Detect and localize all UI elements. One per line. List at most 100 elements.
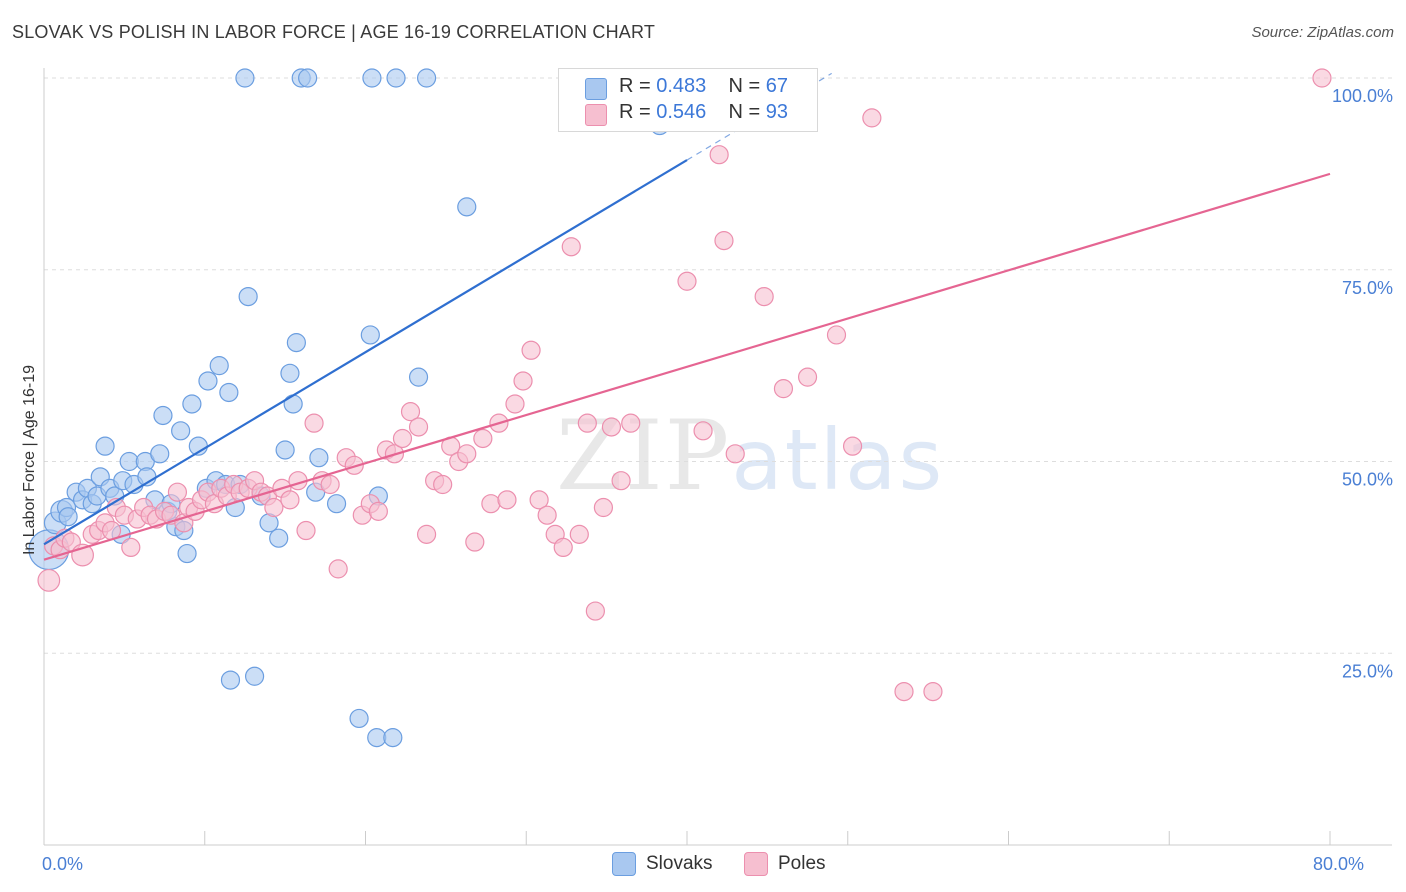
slovak-point-60 bbox=[416, 68, 437, 88]
pole-point-51 bbox=[400, 402, 421, 422]
slovak-point-26 bbox=[171, 421, 191, 441]
pole-point-64 bbox=[505, 394, 525, 414]
pole-point-36 bbox=[280, 490, 300, 510]
pole-point-71 bbox=[561, 237, 581, 257]
n-value-poles: 93 bbox=[765, 101, 789, 123]
slovak-point-43 bbox=[275, 440, 295, 460]
slovak-point-39 bbox=[238, 286, 258, 307]
pole-point-91 bbox=[923, 681, 943, 702]
stats-legend: R = 0.483 N = 67 R = 0.546 N = 93 bbox=[558, 68, 818, 132]
slovak-point-28 bbox=[177, 543, 197, 564]
slovak-point-59 bbox=[386, 68, 406, 88]
r-label: R = bbox=[619, 75, 657, 97]
x-tick-label-0: 0.0% bbox=[42, 854, 83, 874]
slovak-point-34 bbox=[209, 356, 229, 376]
slovak-point-55 bbox=[235, 68, 255, 88]
stats-text-slovaks: R = 0.483 N = 67 bbox=[619, 75, 788, 98]
x-tick-label-1: 80.0% bbox=[1313, 854, 1364, 874]
watermark-atlas: atlas bbox=[731, 411, 945, 509]
trend-line-poles bbox=[43, 172, 1331, 561]
pole-point-59 bbox=[465, 532, 485, 552]
slovak-point-42 bbox=[269, 528, 289, 548]
slovak-point-48 bbox=[309, 448, 329, 468]
slovak-point-45 bbox=[283, 394, 303, 414]
slovak-point-64 bbox=[367, 728, 387, 748]
poles-swatch bbox=[585, 104, 607, 126]
slovak-point-44 bbox=[280, 363, 300, 383]
slovak-point-63 bbox=[349, 708, 369, 729]
pole-point-67 bbox=[529, 490, 549, 510]
pole-point-85 bbox=[773, 379, 794, 399]
pole-point-41 bbox=[320, 474, 340, 495]
pole-point-78 bbox=[621, 413, 641, 433]
y-tick-label-3: 25.0% bbox=[1342, 661, 1393, 681]
slovak-point-57 bbox=[298, 68, 318, 88]
slovak-point-32 bbox=[198, 371, 218, 391]
slovak-point-4 bbox=[58, 507, 78, 527]
slovak-point-29 bbox=[182, 394, 202, 414]
pole-point-73 bbox=[577, 413, 597, 433]
legend-item-slovaks: Slovaks bbox=[612, 852, 713, 876]
pole-point-19 bbox=[167, 482, 188, 502]
axes bbox=[43, 68, 1392, 846]
pole-point-79 bbox=[677, 271, 697, 291]
n-label: N = bbox=[728, 101, 766, 123]
pole-point-44 bbox=[344, 455, 364, 475]
y-tick-label-1: 75.0% bbox=[1342, 278, 1393, 298]
slovak-point-21 bbox=[150, 444, 170, 464]
tick-labels: 100.0% 75.0% 50.0% 25.0% 0.0% 80.0% bbox=[42, 86, 1393, 874]
pole-point-12 bbox=[121, 537, 141, 558]
y-axis-label: In Labor Force | Age 16-19 bbox=[21, 365, 38, 555]
trend-lines bbox=[43, 72, 1331, 561]
y-tick-label-2: 50.0% bbox=[1342, 470, 1393, 490]
pole-point-70 bbox=[553, 537, 573, 558]
legend-swatch-slovaks bbox=[612, 852, 636, 876]
pole-point-60 bbox=[473, 428, 493, 449]
pole-point-58 bbox=[457, 444, 477, 464]
pole-point-83 bbox=[725, 444, 745, 464]
pole-point-90 bbox=[894, 681, 914, 702]
pole-point-68 bbox=[537, 505, 557, 525]
pole-point-89 bbox=[862, 108, 882, 128]
slovak-point-61 bbox=[220, 670, 241, 690]
r-value-poles: 0.546 bbox=[656, 101, 707, 123]
pole-point-47 bbox=[368, 501, 388, 521]
legend-label-poles: Poles bbox=[778, 853, 826, 875]
chart-title: SLOVAK VS POLISH IN LABOR FORCE | AGE 16… bbox=[12, 22, 656, 42]
slovak-point-49 bbox=[326, 494, 347, 514]
slovak-point-11 bbox=[95, 436, 115, 456]
slovak-point-65 bbox=[383, 728, 403, 748]
y-tick-label-0: 100.0% bbox=[1332, 86, 1393, 106]
legend-label-slovaks: Slovaks bbox=[646, 853, 713, 875]
pole-point-0 bbox=[37, 568, 61, 592]
pole-point-34 bbox=[264, 497, 284, 518]
pole-point-39 bbox=[304, 413, 324, 433]
slovak-point-36 bbox=[219, 382, 239, 403]
slovak-point-16 bbox=[119, 451, 139, 472]
pole-point-75 bbox=[593, 497, 614, 518]
pole-point-38 bbox=[296, 520, 316, 541]
trend-line-slovaks bbox=[43, 159, 688, 546]
pole-point-86 bbox=[797, 367, 818, 387]
n-value-slovaks: 67 bbox=[765, 75, 789, 97]
slovak-point-62 bbox=[244, 666, 265, 686]
pole-point-55 bbox=[433, 474, 453, 495]
pole-point-42 bbox=[328, 559, 348, 579]
pole-point-66 bbox=[521, 340, 541, 360]
pole-point-61 bbox=[481, 494, 501, 514]
pole-point-88 bbox=[842, 436, 863, 456]
series-slovaks-points bbox=[28, 68, 689, 748]
n-label: N = bbox=[728, 75, 766, 97]
pole-point-84 bbox=[754, 286, 774, 307]
pole-point-53 bbox=[416, 524, 437, 544]
pole-point-74 bbox=[585, 601, 605, 621]
source-credit: Source: ZipAtlas.com bbox=[1251, 24, 1394, 41]
pole-point-87 bbox=[826, 325, 847, 345]
slovak-point-50 bbox=[360, 325, 380, 345]
pole-point-50 bbox=[392, 428, 413, 449]
pole-point-82 bbox=[714, 231, 734, 251]
grid bbox=[44, 77, 1392, 654]
pole-point-77 bbox=[611, 471, 631, 491]
stats-text-poles: R = 0.546 N = 93 bbox=[619, 101, 788, 124]
